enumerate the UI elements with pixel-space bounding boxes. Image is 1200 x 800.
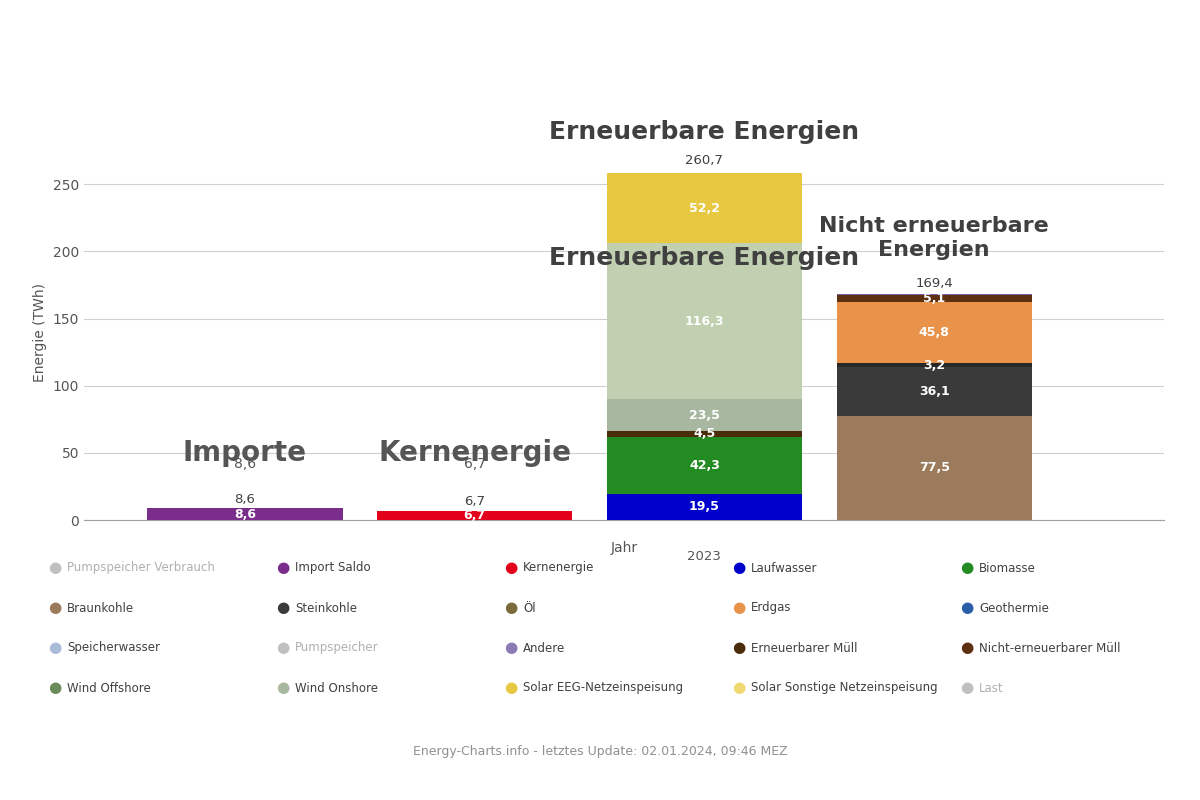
Text: 4,5: 4,5 xyxy=(694,427,715,441)
Text: ●: ● xyxy=(732,561,745,575)
Text: ●: ● xyxy=(732,641,745,655)
Bar xyxy=(148,509,342,520)
Text: Erneuerbare Energien: Erneuerbare Energien xyxy=(550,120,859,144)
Text: Solar Sonstige Netzeinspeisung: Solar Sonstige Netzeinspeisung xyxy=(751,682,938,694)
Text: ●: ● xyxy=(960,681,973,695)
Text: Braunkohle: Braunkohle xyxy=(67,602,134,614)
Bar xyxy=(607,431,802,437)
Text: ●: ● xyxy=(48,681,61,695)
Bar xyxy=(377,511,572,520)
Text: ●: ● xyxy=(960,641,973,655)
Text: 2023: 2023 xyxy=(688,550,721,562)
Text: ●: ● xyxy=(276,641,289,655)
Text: 3,2: 3,2 xyxy=(923,359,946,372)
Text: ●: ● xyxy=(960,561,973,575)
Text: Import Saldo: Import Saldo xyxy=(295,562,371,574)
Text: Pumpspeicher Verbrauch: Pumpspeicher Verbrauch xyxy=(67,562,215,574)
Text: Erdgas: Erdgas xyxy=(751,602,792,614)
Text: Wind Onshore: Wind Onshore xyxy=(295,682,378,694)
Text: ●: ● xyxy=(960,601,973,615)
Text: Last: Last xyxy=(979,682,1004,694)
Text: Speicherwasser: Speicherwasser xyxy=(67,642,161,654)
Text: Wind Offshore: Wind Offshore xyxy=(67,682,151,694)
Text: 260,7: 260,7 xyxy=(685,154,724,167)
Text: 23,5: 23,5 xyxy=(689,409,720,422)
Text: ●: ● xyxy=(504,601,517,615)
Bar xyxy=(836,302,1032,363)
Text: ●: ● xyxy=(48,561,61,575)
Text: Kernenergie: Kernenergie xyxy=(378,439,571,467)
Text: 169,4: 169,4 xyxy=(916,277,953,290)
Text: ●: ● xyxy=(276,561,289,575)
Y-axis label: Energie (TWh): Energie (TWh) xyxy=(34,282,47,382)
Text: Nicht erneuerbare
Energien: Nicht erneuerbare Energien xyxy=(820,216,1049,259)
Text: Biomasse: Biomasse xyxy=(979,562,1036,574)
Text: ●: ● xyxy=(48,601,61,615)
Text: 6,7: 6,7 xyxy=(463,509,486,522)
Text: ●: ● xyxy=(48,641,61,655)
Text: ●: ● xyxy=(504,681,517,695)
Bar xyxy=(607,494,802,520)
Bar xyxy=(836,416,1032,520)
Text: 6,7: 6,7 xyxy=(464,495,485,508)
Bar xyxy=(607,437,802,494)
X-axis label: Jahr: Jahr xyxy=(611,541,637,555)
Bar xyxy=(836,363,1032,367)
Text: ●: ● xyxy=(276,601,289,615)
Text: Solar EEG-Netzeinspeisung: Solar EEG-Netzeinspeisung xyxy=(523,682,683,694)
Text: Erneuerbarer Müll: Erneuerbarer Müll xyxy=(751,642,858,654)
Bar xyxy=(836,294,1032,295)
Bar xyxy=(607,243,802,399)
Text: Importe: Importe xyxy=(182,439,307,467)
Text: ●: ● xyxy=(504,561,517,575)
Text: 19,5: 19,5 xyxy=(689,501,720,514)
Text: 77,5: 77,5 xyxy=(919,462,949,474)
Text: 116,3: 116,3 xyxy=(685,315,724,328)
Text: Erneuerbare Energien: Erneuerbare Energien xyxy=(550,246,859,270)
Text: ●: ● xyxy=(276,681,289,695)
Text: Pumpspeicher: Pumpspeicher xyxy=(295,642,379,654)
Text: 8,6: 8,6 xyxy=(234,457,256,470)
Bar xyxy=(836,295,1032,302)
Bar xyxy=(607,399,802,431)
Text: 8,6: 8,6 xyxy=(234,508,256,521)
Text: 52,2: 52,2 xyxy=(689,202,720,214)
Text: Energy-Charts.info - letztes Update: 02.01.2024, 09:46 MEZ: Energy-Charts.info - letztes Update: 02.… xyxy=(413,746,787,758)
Text: ●: ● xyxy=(504,641,517,655)
Text: Laufwasser: Laufwasser xyxy=(751,562,817,574)
Text: 8,6: 8,6 xyxy=(234,493,256,506)
Text: 36,1: 36,1 xyxy=(919,385,949,398)
Text: Kernenergie: Kernenergie xyxy=(523,562,594,574)
Text: Nicht-erneuerbarer Müll: Nicht-erneuerbarer Müll xyxy=(979,642,1121,654)
Bar xyxy=(607,173,802,243)
Text: Andere: Andere xyxy=(523,642,565,654)
Text: Geothermie: Geothermie xyxy=(979,602,1049,614)
Bar xyxy=(836,367,1032,416)
Text: ●: ● xyxy=(732,601,745,615)
Text: Steinkohle: Steinkohle xyxy=(295,602,358,614)
Text: ●: ● xyxy=(732,681,745,695)
Text: 45,8: 45,8 xyxy=(919,326,949,339)
Text: Öl: Öl xyxy=(523,602,536,614)
Text: 5,1: 5,1 xyxy=(923,292,946,305)
Text: 42,3: 42,3 xyxy=(689,459,720,472)
Text: 6,7: 6,7 xyxy=(463,457,486,470)
